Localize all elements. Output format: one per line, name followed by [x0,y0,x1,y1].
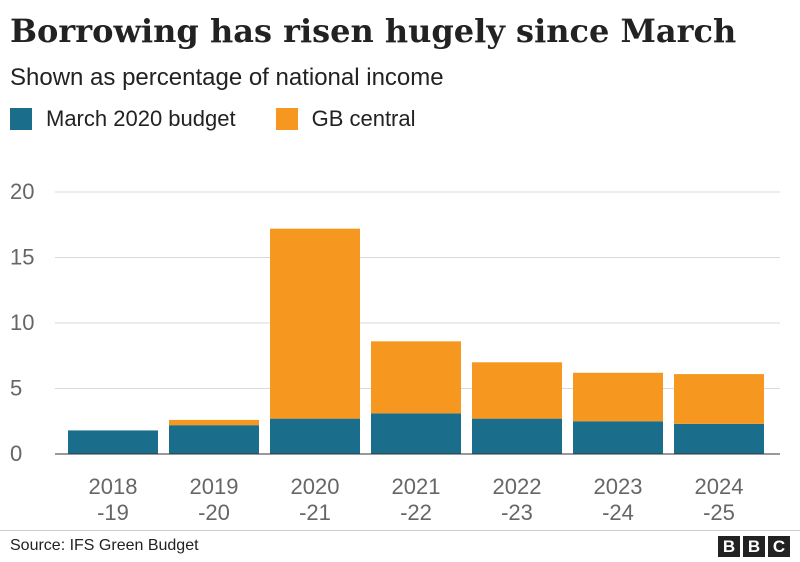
bar-march-budget [371,413,461,454]
bar-march-budget [573,421,663,454]
bar-gb-central [573,372,663,422]
bar-march-budget [270,418,360,454]
y-tick-label: 15 [10,245,34,270]
footer-divider [0,530,800,531]
legend-swatch-march-budget [10,108,32,130]
y-tick-label: 0 [10,441,22,466]
y-tick-label: 10 [10,310,34,335]
x-tick-label: 2018 [89,474,138,499]
bbc-logo-letter: B [743,536,765,557]
x-tick-label: 2021 [392,474,441,499]
bar-march-budget [68,430,158,454]
x-tick-label: 2022 [493,474,542,499]
x-tick-label: 2020 [291,474,340,499]
x-tick-label: 2019 [190,474,239,499]
source-note: Source: IFS Green Budget [10,537,199,554]
chart-title: Borrowing has risen hugely since March [10,12,737,50]
bar-gb-central [169,419,259,426]
x-tick-label: -24 [602,500,634,525]
legend-item-gb-central: GB central [275,106,416,132]
bar-gb-central [674,374,764,424]
legend-label-gb-central: GB central [311,106,416,131]
bbc-logo: B B C [718,536,790,557]
bar-march-budget [674,423,764,454]
y-tick-label: 20 [10,179,34,204]
bar-chart: 0 5 10 15 20 2018-19 2019-20 2020-21 2021-22 2022… [10,179,780,525]
bbc-logo-letter: C [768,536,790,557]
legend-label-march-budget: March 2020 budget [46,106,236,131]
bar-march-budget [472,418,562,454]
bar-march-budget [169,425,259,454]
x-tick-label: -23 [501,500,533,525]
bar-gb-central [270,228,360,419]
bbc-logo-letter: B [718,536,740,557]
x-tick-label: -25 [703,500,735,525]
chart-subtitle: Shown as percentage of national income [10,64,444,91]
bar-gb-central [371,341,461,414]
bar-gb-central [472,362,562,419]
x-tick-label: -19 [97,500,129,525]
legend: March 2020 budget GB central [10,106,456,132]
legend-swatch-gb-central [275,108,298,130]
x-tick-label: 2024 [695,474,744,499]
x-tick-label: -20 [198,500,230,525]
x-tick-label: -21 [299,500,331,525]
y-tick-label: 5 [10,376,22,401]
legend-item-march-budget: March 2020 budget [10,106,236,132]
x-tick-label: -22 [400,500,432,525]
x-tick-label: 2023 [594,474,643,499]
